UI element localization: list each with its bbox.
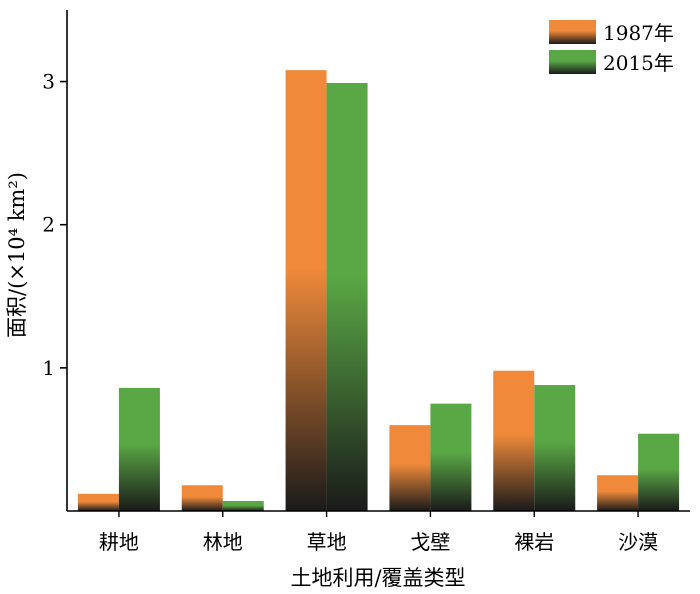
legend-swatch-1987年	[549, 20, 596, 44]
bar-1987年-裸岩	[493, 370, 535, 511]
y-ticks: 1 2 3	[42, 70, 67, 380]
legend: 1987年 2015年	[549, 20, 674, 75]
x-category-label: 沙漠	[618, 530, 658, 554]
legend-label-2015年: 2015年	[603, 51, 674, 75]
x-category-label: 林地	[203, 530, 243, 554]
bar-2015年-沙漠	[638, 433, 680, 511]
bar-2015年-林地	[222, 500, 264, 511]
bar-2015年-耕地	[118, 387, 160, 511]
bar-1987年-戈壁	[389, 425, 431, 511]
bar-1987年-草地	[285, 70, 327, 512]
y-tick-label: 1	[42, 356, 55, 380]
x-category-label: 草地	[307, 530, 347, 554]
legend-swatch-2015年	[549, 50, 596, 74]
x-category-label: 耕地	[99, 530, 139, 554]
bar-2015年-草地	[326, 83, 368, 511]
x-category-label: 裸岩	[514, 530, 554, 554]
bar-2015年-裸岩	[534, 385, 576, 511]
bar-2015年-戈壁	[430, 403, 472, 511]
y-tick-label: 2	[42, 213, 55, 237]
y-tick-label: 3	[42, 70, 55, 94]
x-axis-title: 土地利用/覆盖类型	[290, 566, 465, 590]
bars-layer	[77, 70, 680, 512]
legend-label-1987年: 1987年	[603, 21, 674, 45]
bar-1987年-耕地	[77, 493, 119, 511]
bar-1987年-林地	[181, 485, 223, 511]
x-category-label: 戈壁	[410, 530, 450, 554]
x-category-labels: 耕地 林地 草地 戈壁 裸岩 沙漠	[99, 511, 658, 554]
axes-layer	[66, 10, 690, 512]
bar-1987年-沙漠	[597, 475, 639, 511]
y-axis-title: 面积/(×10⁴ km²)	[5, 172, 29, 338]
